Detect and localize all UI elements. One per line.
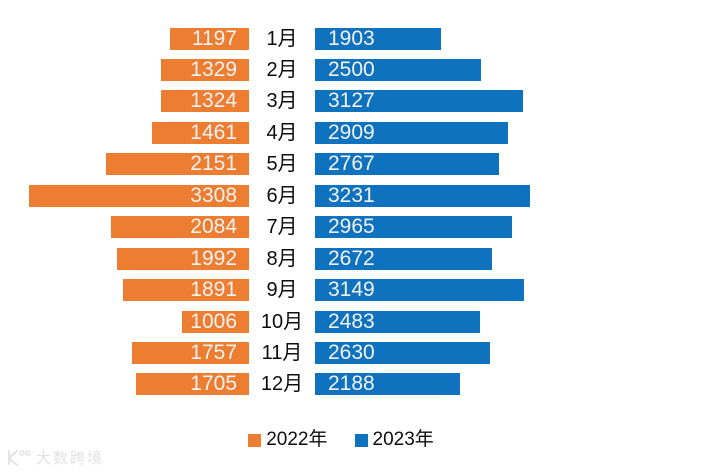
bar-2022: 1461 [152, 121, 249, 144]
month-label: 12月 [260, 373, 304, 396]
legend-label-2023: 2023年 [372, 429, 434, 450]
legend-item-2022: 2022年 [248, 428, 328, 452]
bar-2023: 2965 [315, 216, 512, 239]
bar-2022-value-label: 1757 [190, 342, 237, 364]
bar-2023: 2767 [315, 153, 499, 176]
bar-2023: 1903 [315, 27, 442, 50]
bar-2022-value-label: 1992 [190, 247, 237, 270]
month-label: 3月 [266, 90, 298, 113]
bar-2022-value-label: 1705 [190, 373, 237, 396]
watermark: 大数跨境 [6, 447, 104, 468]
chart-row: 1705 12月 2188 [0, 373, 709, 396]
bar-2022-value-label: 1006 [190, 310, 237, 333]
bar-2023-value-label: 3149 [328, 279, 375, 302]
bar-2023: 3149 [315, 279, 525, 302]
bar-2023: 3127 [315, 90, 523, 113]
bar-2023: 2188 [315, 373, 461, 396]
chart-row: 1992 8月 2672 [0, 247, 709, 270]
month-label: 5月 [266, 153, 298, 176]
chart-row: 3308 6月 3231 [0, 184, 709, 207]
month-label: 11月 [261, 342, 303, 364]
bar-2023-value-label: 2500 [328, 58, 375, 81]
bar-2023: 2630 [315, 342, 490, 364]
bar-2023-value-label: 2483 [328, 310, 375, 333]
bar-2023: 2500 [315, 58, 481, 81]
month-label: 2月 [266, 58, 298, 81]
chart-row: 1891 9月 3149 [0, 279, 709, 302]
chart-row: 1324 3月 3127 [0, 90, 709, 113]
legend-item-2023: 2023年 [354, 428, 434, 452]
bar-2022: 1891 [123, 279, 249, 302]
month-label: 10月 [260, 310, 304, 333]
bar-2022: 1992 [116, 247, 249, 270]
chart-row: 1461 4月 2909 [0, 121, 709, 144]
bar-2023-value-label: 2630 [328, 342, 375, 364]
bar-2022: 1006 [182, 310, 249, 333]
bar-2023-value-label: 2965 [328, 216, 375, 239]
bar-2022: 1757 [132, 342, 249, 364]
bar-2023-value-label: 2672 [328, 247, 375, 270]
bar-2023-value-label: 3127 [328, 90, 375, 113]
legend-swatch-2022-icon [248, 433, 262, 447]
bar-2022: 1329 [160, 58, 249, 81]
bar-2022-value-label: 1197 [191, 27, 237, 50]
chart-row: 2084 7月 2965 [0, 216, 709, 239]
bar-2023: 2909 [315, 121, 509, 144]
month-label: 1月 [266, 27, 298, 50]
month-label: 4月 [266, 121, 298, 144]
bar-2022: 2084 [110, 216, 249, 239]
chart-row: 1329 2月 2500 [0, 58, 709, 81]
month-label: 8月 [266, 247, 298, 270]
chart-row: 2151 5月 2767 [0, 153, 709, 176]
dashu-kuajing-logo-icon [8, 450, 31, 466]
bar-2022-value-label: 1461 [190, 121, 237, 144]
month-label: 9月 [266, 279, 298, 302]
legend-label-2022: 2022年 [266, 429, 328, 450]
bar-2022-value-label: 2151 [190, 153, 237, 176]
month-label: 6月 [266, 184, 298, 207]
month-label: 7月 [266, 216, 298, 239]
chart-row: 1757 11月 2630 [0, 342, 709, 364]
bar-2023: 2483 [315, 310, 480, 333]
bar-2022-value-label: 2084 [190, 216, 237, 239]
bar-2023-value-label: 1903 [328, 27, 375, 50]
chart-legend: 2022年 2023年 [0, 428, 682, 452]
bar-2023-value-label: 3231 [328, 184, 375, 207]
chart-row: 1197 1月 1903 [0, 27, 709, 50]
bar-2022-value-label: 1324 [190, 90, 237, 113]
bar-2023: 2672 [315, 247, 493, 270]
bar-2022: 3308 [29, 184, 249, 207]
bar-2023: 3231 [315, 184, 530, 207]
bar-2022: 2151 [106, 153, 249, 176]
watermark-text: 大数跨境 [36, 450, 105, 467]
bar-2022-value-label: 1891 [190, 279, 237, 302]
bar-2022-value-label: 1329 [190, 58, 237, 81]
bar-2023-value-label: 2909 [328, 121, 375, 144]
bar-2022: 1324 [161, 90, 249, 113]
chart-row: 1006 10月 2483 [0, 310, 709, 333]
bar-2022-value-label: 3308 [190, 184, 237, 207]
legend-swatch-2023-icon [354, 433, 368, 447]
bar-2022: 1705 [135, 373, 249, 396]
bar-2023-value-label: 2188 [328, 373, 375, 396]
bar-2023-value-label: 2767 [328, 153, 375, 176]
bar-2022: 1197 [169, 27, 249, 50]
